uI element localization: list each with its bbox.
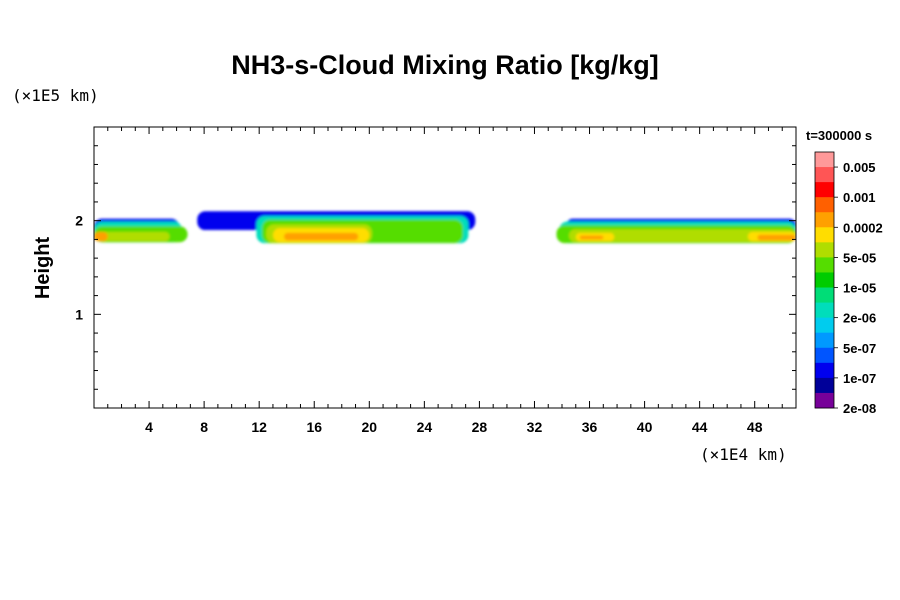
colorbar-swatch <box>815 332 834 349</box>
plot-frame <box>93 126 797 409</box>
x-tick-label: 24 <box>417 419 433 435</box>
y-axis-label: Height <box>32 237 54 300</box>
x-tick-label: 40 <box>637 419 653 435</box>
colorbar-label: 5e-07 <box>843 341 876 356</box>
x-tick-label: 20 <box>362 419 378 435</box>
plot-background <box>94 127 796 408</box>
colorbar-label: 0.001 <box>843 190 876 205</box>
colorbar-swatch <box>815 212 834 228</box>
cloud-contour <box>579 235 604 240</box>
x-tick-label: 44 <box>692 419 708 435</box>
x-tick-label: 16 <box>306 419 322 435</box>
colorbar-label: 5e-05 <box>843 250 876 265</box>
x-unit-label: (×1E4 km) <box>700 445 787 464</box>
colorbar-swatch <box>815 197 834 213</box>
plot-area: 4 8 12 16 20 24 28 32 36 40 44 48 12 <box>75 126 797 435</box>
x-tick-label: 4 <box>145 419 153 435</box>
colorbar-label: 1e-05 <box>843 281 876 296</box>
colorbar-label: 0.0002 <box>843 220 883 235</box>
cloud-region <box>197 211 476 244</box>
y-tick-label: 2 <box>75 213 83 229</box>
y-tick-label: 1 <box>75 306 83 322</box>
x-tick-label: 28 <box>472 419 488 435</box>
colorbar-swatch <box>815 227 834 243</box>
time-label: t=300000 s <box>806 128 872 143</box>
colorbar-swatch <box>815 152 834 168</box>
colorbar-swatch <box>815 242 834 258</box>
colorbar-swatch <box>815 392 834 409</box>
cloud-contour <box>283 232 359 241</box>
x-ticks: 4 8 12 16 20 24 28 32 36 40 44 48 <box>93 127 797 435</box>
colorbar-swatch <box>815 347 834 364</box>
colorbar-frame <box>814 151 835 409</box>
colorbar-swatch <box>815 287 834 303</box>
colorbar-swatch <box>815 257 834 273</box>
colorbar-swatch <box>815 182 834 198</box>
x-tick-label: 48 <box>747 419 763 435</box>
x-tick-label: 8 <box>200 419 208 435</box>
cloud-contour <box>94 231 170 242</box>
colorbar-swatch <box>815 272 834 288</box>
colorbar-label: 2e-08 <box>843 401 876 416</box>
colorbar-swatch <box>815 377 834 394</box>
cloud-contour <box>568 229 796 243</box>
chart-title: NH3-s-Cloud Mixing Ratio [kg/kg] <box>231 50 659 80</box>
x-tick-label: 32 <box>527 419 543 435</box>
cloud-contour <box>757 234 796 241</box>
cloud-region <box>94 218 188 243</box>
x-tick-label: 36 <box>582 419 598 435</box>
colorbar-label: 1e-07 <box>843 371 876 386</box>
colorbar: 0.005 0.001 0.0002 5e-05 1e-05 2e-06 5e-07 1e-0… <box>814 151 883 416</box>
y-unit-label: (×1E5 km) <box>12 86 99 105</box>
cloud-region <box>556 218 796 244</box>
colorbar-swatch <box>815 317 834 334</box>
colorbar-label: 2e-06 <box>843 311 876 326</box>
colorbar-swatch <box>815 167 834 183</box>
colorbar-swatch <box>815 302 834 319</box>
colorbar-label: 0.005 <box>843 160 876 175</box>
y-ticks: 12 <box>75 145 796 390</box>
x-tick-label: 12 <box>251 419 267 435</box>
cloud-field <box>94 211 796 244</box>
colorbar-swatch <box>815 362 834 379</box>
